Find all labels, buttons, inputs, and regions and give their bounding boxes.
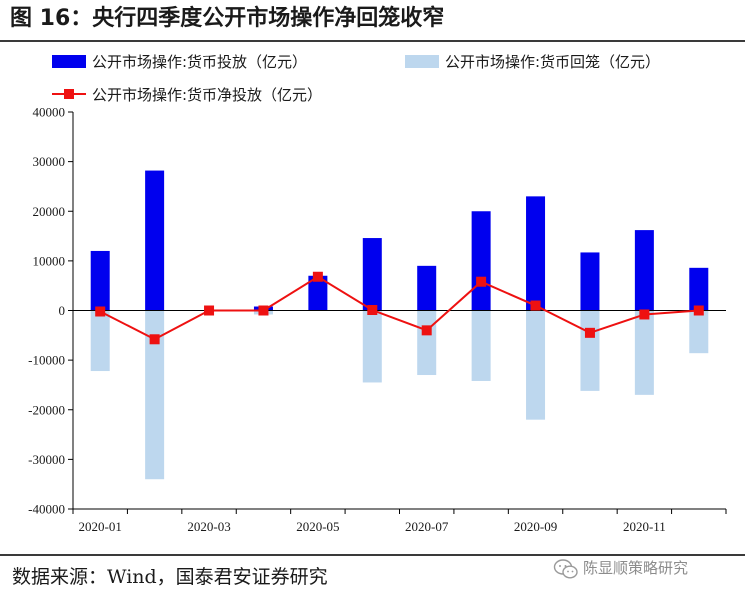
x-tick-label-2020-11: 2020-11: [623, 519, 666, 534]
bar-withdrawal-2020-10: [580, 310, 600, 391]
bar-withdrawal-2020-12: [689, 310, 709, 354]
y-tick-label: 20000: [33, 204, 66, 219]
y-tick-label: 0: [59, 303, 66, 318]
legend: 公开市场操作:货币投放（亿元） 公开市场操作:货币回笼（亿元） 公开市场操作:货…: [52, 53, 660, 104]
chart: 公开市场操作:货币投放（亿元） 公开市场操作:货币回笼（亿元） 公开市场操作:货…: [28, 53, 727, 534]
bar-withdrawal-2020-08: [471, 310, 491, 381]
legend-marker-net: [64, 89, 74, 99]
net-point-2020-11: [639, 309, 650, 320]
y-tick-label: 30000: [33, 154, 66, 169]
legend-label-net: 公开市场操作:货币净投放（亿元）: [92, 86, 322, 104]
x-tick-label-2020-01: 2020-01: [79, 519, 122, 534]
net-point-2020-04: [258, 305, 269, 316]
bar-injection-2020-08: [471, 211, 491, 311]
y-tick-label: 40000: [33, 105, 66, 120]
net-point-2020-06: [367, 305, 378, 316]
bar-withdrawal-2020-02: [145, 310, 165, 480]
y-tick-label: -20000: [28, 402, 65, 417]
bar-injection-2020-09: [526, 196, 546, 311]
legend-label-injection: 公开市场操作:货币投放（亿元）: [92, 53, 307, 71]
source-note: 数据来源：Wind，国泰君安证券研究: [12, 566, 328, 588]
bar-injection-2020-01: [90, 250, 110, 311]
legend-swatch-injection: [52, 55, 86, 68]
bar-withdrawal-2020-11: [634, 310, 654, 395]
y-tick-label: -30000: [28, 452, 65, 467]
top-rule: [0, 40, 745, 42]
net-point-2020-08: [476, 276, 487, 287]
x-tick-label-2020-09: 2020-09: [514, 519, 557, 534]
x-tick-label-2020-05: 2020-05: [296, 519, 339, 534]
y-tick-label: -10000: [28, 353, 65, 368]
bar-injection-2020-05: [308, 275, 328, 311]
plot-area: 40000 30000 20000 10000 0 -10000 -20000 -30000 -…: [28, 105, 727, 534]
bar-injection-2020-11: [634, 230, 654, 311]
bar-injection-2020-07: [417, 265, 437, 311]
net-point-2020-07: [421, 325, 432, 336]
x-tick-label-2020-07: 2020-07: [405, 519, 449, 534]
net-point-2020-10: [584, 327, 595, 338]
net-series-line: [99, 275, 699, 341]
bar-withdrawal-2020-06: [362, 310, 382, 383]
legend-label-withdrawal: 公开市场操作:货币回笼（亿元）: [445, 53, 660, 71]
chart-title: 图 16：央行四季度公开市场操作净回笼收窄: [10, 6, 445, 31]
wechat-icon: [553, 558, 578, 579]
y-tick-label: 10000: [33, 253, 66, 268]
net-point-2020-01: [95, 306, 106, 317]
bar-withdrawal-2020-09: [526, 310, 546, 420]
bar-injection-2020-06: [362, 238, 382, 311]
net-point-2020-02: [149, 334, 160, 345]
bar-injection-2020-12: [689, 267, 709, 311]
watermark-text: 陈显顺策略研究: [583, 559, 689, 577]
net-point-2020-09: [530, 300, 541, 311]
net-point-2020-03: [204, 305, 215, 316]
y-tick-label: -40000: [28, 502, 65, 517]
legend-swatch-withdrawal: [405, 55, 439, 68]
bar-withdrawal-2020-01: [90, 310, 110, 372]
x-tick-label-2020-03: 2020-03: [187, 519, 230, 534]
bar-injection-2020-10: [580, 252, 600, 311]
net-point-2020-05: [312, 271, 323, 282]
watermark: 陈显顺策略研究: [553, 557, 688, 579]
net-point-2020-12: [693, 305, 704, 316]
bar-withdrawal-2020-07: [417, 310, 437, 376]
bottom-rule: [0, 554, 745, 556]
bar-injection-2020-02: [145, 170, 165, 311]
